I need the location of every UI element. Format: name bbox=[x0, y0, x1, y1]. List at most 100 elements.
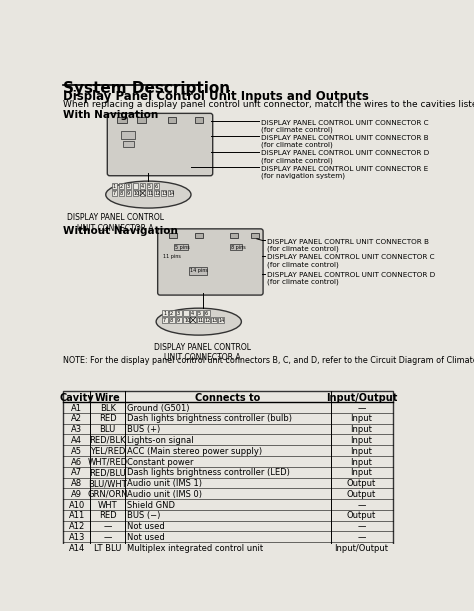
Text: —: — bbox=[357, 522, 365, 531]
Bar bbox=[190, 268, 207, 275]
Text: DISPLAY PANEL CONTROL UNIT CONNECTOR D
(for climate control): DISPLAY PANEL CONTROL UNIT CONNECTOR D (… bbox=[267, 272, 435, 285]
Bar bbox=[126, 183, 131, 189]
Text: Multiplex integrated control unit: Multiplex integrated control unit bbox=[128, 544, 264, 553]
Bar bbox=[176, 317, 182, 323]
Bar bbox=[140, 191, 145, 196]
Text: 8: 8 bbox=[120, 191, 123, 196]
Text: DISPLAY PANEL CONTROL
UNIT CONNECTOR A: DISPLAY PANEL CONTROL UNIT CONNECTOR A bbox=[154, 343, 251, 362]
Text: DISPLAY PANEL CONTROL UNIT CONNECTOR B
(for climate control): DISPLAY PANEL CONTROL UNIT CONNECTOR B (… bbox=[261, 135, 428, 148]
Bar bbox=[154, 183, 159, 189]
Text: Input: Input bbox=[351, 414, 373, 423]
Text: BLU/WHT: BLU/WHT bbox=[88, 479, 127, 488]
Text: A7: A7 bbox=[71, 468, 82, 477]
Text: BUS (+): BUS (+) bbox=[128, 425, 161, 434]
FancyBboxPatch shape bbox=[158, 229, 263, 295]
Bar bbox=[190, 317, 196, 323]
Text: 2: 2 bbox=[120, 184, 123, 189]
FancyBboxPatch shape bbox=[107, 114, 213, 176]
Text: 11 pins: 11 pins bbox=[163, 254, 181, 259]
Text: 2: 2 bbox=[170, 311, 173, 316]
Text: DISPLAY PANEL CONTROL UNIT CONNECTOR C
(for climate control): DISPLAY PANEL CONTROL UNIT CONNECTOR C (… bbox=[261, 120, 428, 133]
Text: A4: A4 bbox=[71, 436, 82, 445]
Text: A8: A8 bbox=[71, 479, 82, 488]
Bar bbox=[230, 244, 242, 251]
Text: DISPLAY PANEL CONTROL UNIT CONNECTOR C
(for climate control): DISPLAY PANEL CONTROL UNIT CONNECTOR C (… bbox=[267, 254, 435, 268]
Text: Dash lights brightness controller (bulb): Dash lights brightness controller (bulb) bbox=[128, 414, 292, 423]
Bar bbox=[161, 191, 166, 196]
Bar bbox=[63, 391, 392, 553]
Text: Input/Output: Input/Output bbox=[326, 393, 397, 403]
Text: 4: 4 bbox=[191, 311, 194, 316]
Text: 13: 13 bbox=[162, 191, 168, 196]
Text: A13: A13 bbox=[69, 533, 85, 542]
Text: 14 pins: 14 pins bbox=[190, 268, 208, 273]
Text: When replacing a display panel control unit connector, match the wires to the ca: When replacing a display panel control u… bbox=[63, 100, 474, 109]
Text: Ground (G501): Ground (G501) bbox=[128, 404, 190, 412]
Text: A14: A14 bbox=[69, 544, 85, 553]
Bar bbox=[126, 191, 131, 196]
Text: BLU: BLU bbox=[100, 425, 116, 434]
Text: 11: 11 bbox=[198, 318, 204, 323]
Text: 14: 14 bbox=[219, 318, 225, 323]
Bar bbox=[197, 317, 202, 323]
Bar bbox=[176, 310, 182, 316]
Text: Lights-on signal: Lights-on signal bbox=[128, 436, 194, 445]
Text: 6: 6 bbox=[205, 311, 208, 316]
Bar bbox=[137, 117, 146, 123]
Bar bbox=[230, 233, 237, 238]
Bar bbox=[195, 117, 202, 123]
Text: Connects to: Connects to bbox=[195, 393, 260, 403]
Bar bbox=[119, 191, 124, 196]
Text: Output: Output bbox=[347, 511, 376, 521]
Text: 7: 7 bbox=[163, 318, 166, 323]
Text: A11: A11 bbox=[69, 511, 85, 521]
Bar bbox=[251, 233, 259, 238]
Text: 12: 12 bbox=[205, 318, 211, 323]
Text: RED/BLK: RED/BLK bbox=[90, 436, 126, 445]
Bar bbox=[162, 317, 168, 323]
Bar bbox=[168, 191, 173, 196]
Text: DISPLAY PANEL CONTROL UNIT CONNECTOR D
(for climate control): DISPLAY PANEL CONTROL UNIT CONNECTOR D (… bbox=[261, 150, 429, 164]
Text: —: — bbox=[103, 533, 112, 542]
Text: Input/Output: Input/Output bbox=[335, 544, 389, 553]
Text: Output: Output bbox=[347, 490, 376, 499]
Text: 12: 12 bbox=[155, 191, 161, 196]
Text: Without Navigation: Without Navigation bbox=[63, 226, 178, 236]
Text: With Navigation: With Navigation bbox=[63, 109, 158, 120]
Text: YEL/RED: YEL/RED bbox=[90, 447, 126, 456]
Bar bbox=[174, 244, 188, 251]
Bar bbox=[133, 183, 138, 189]
Text: Constant power: Constant power bbox=[128, 458, 194, 467]
Text: 11: 11 bbox=[147, 191, 154, 196]
Text: A9: A9 bbox=[71, 490, 82, 499]
Text: 3: 3 bbox=[177, 311, 180, 316]
Bar bbox=[169, 317, 175, 323]
Text: 8 pins: 8 pins bbox=[230, 245, 245, 250]
Bar bbox=[162, 310, 168, 316]
Text: 7: 7 bbox=[113, 191, 116, 196]
Bar bbox=[112, 183, 118, 189]
Text: BUS (−): BUS (−) bbox=[128, 511, 161, 521]
Bar bbox=[118, 117, 127, 123]
Bar bbox=[211, 317, 217, 323]
Text: —: — bbox=[357, 404, 365, 412]
Ellipse shape bbox=[156, 308, 241, 335]
Text: Dash lights brightness controller (LED): Dash lights brightness controller (LED) bbox=[128, 468, 290, 477]
Bar bbox=[195, 233, 202, 238]
Text: Input: Input bbox=[351, 425, 373, 434]
Bar bbox=[140, 183, 145, 189]
Text: RED: RED bbox=[99, 511, 117, 521]
Text: 1: 1 bbox=[113, 184, 116, 189]
Text: 5: 5 bbox=[198, 311, 201, 316]
Text: —: — bbox=[357, 500, 365, 510]
Bar bbox=[183, 310, 189, 316]
Text: BLK: BLK bbox=[100, 404, 116, 412]
Text: 5: 5 bbox=[147, 184, 151, 189]
Bar bbox=[123, 141, 135, 147]
Bar bbox=[218, 317, 224, 323]
Text: RED: RED bbox=[99, 414, 117, 423]
Text: 10: 10 bbox=[184, 318, 190, 323]
Text: Audio unit (IMS 0): Audio unit (IMS 0) bbox=[128, 490, 202, 499]
Text: Not used: Not used bbox=[128, 533, 165, 542]
Bar bbox=[204, 310, 210, 316]
